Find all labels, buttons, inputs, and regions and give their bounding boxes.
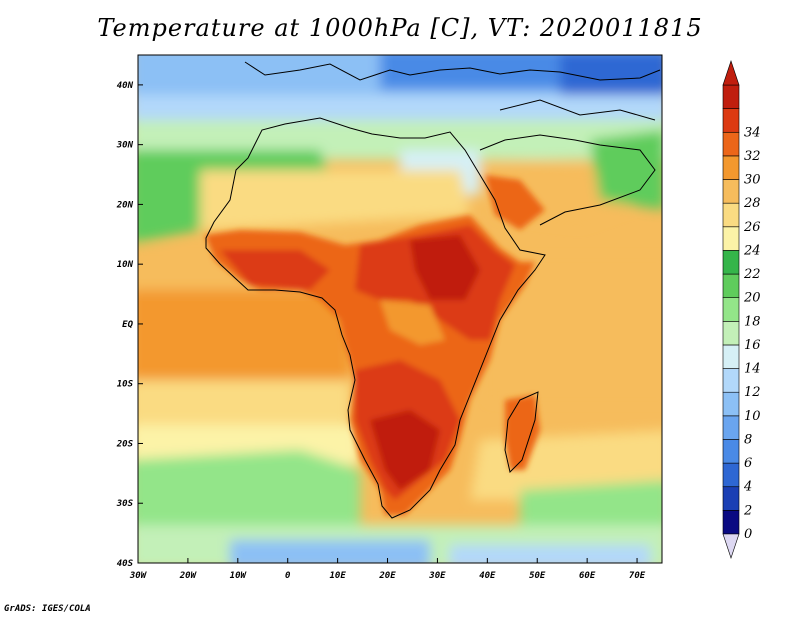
colorbar-segment — [722, 415, 740, 440]
plot-frame — [137, 54, 663, 564]
colorbar-over-arrow — [722, 60, 740, 86]
colorbar-label: 24 — [743, 243, 761, 258]
colorbar-label: 26 — [743, 220, 761, 235]
colorbar-label: 6 — [744, 456, 752, 471]
lat-tick-label: EQ — [122, 320, 133, 330]
colorbar-segment — [722, 486, 740, 511]
colorbar-label: 2 — [743, 503, 752, 518]
colorbar-label: 4 — [743, 480, 752, 495]
temperature-field — [138, 55, 662, 563]
colorbar-label: 8 — [744, 432, 752, 447]
colorbar-segment — [722, 273, 740, 298]
colorbar-label: 10 — [744, 409, 761, 424]
colorbar-segment — [722, 321, 740, 346]
colorbar-label: 12 — [744, 385, 761, 400]
lat-tick-label: 40S — [117, 559, 134, 569]
colorbar-label: 34 — [744, 125, 761, 140]
chart-title: Temperature at 1000hPa [C], VT: 20200118… — [97, 14, 703, 42]
lon-tick-label: 20E — [378, 571, 396, 581]
lon-tick-label: 60E — [579, 571, 596, 581]
colorbar-segment — [722, 391, 740, 417]
colorbar-segment — [722, 368, 740, 393]
colorbar-label: 20 — [743, 291, 761, 306]
colorbar-segment — [722, 108, 740, 133]
lat-tick-label: 30S — [116, 499, 134, 509]
colorbar-segment — [722, 202, 740, 228]
colorbar-segment — [722, 155, 740, 180]
lat-tick-label: 30N — [116, 141, 134, 151]
lat-tick-label: 40N — [117, 81, 134, 91]
lon-tick-label: 50E — [529, 571, 546, 581]
colorbar-segment — [722, 226, 740, 251]
colorbar-segment — [722, 439, 740, 464]
colorbar-label: 14 — [744, 362, 761, 377]
colorbar-label: 18 — [744, 314, 761, 329]
colorbar-segment — [722, 510, 740, 535]
lon-tick-label: 10E — [329, 571, 346, 581]
lat-tick-label: 10N — [117, 260, 134, 270]
colorbar-label: 16 — [744, 338, 761, 353]
colorbar-label: 32 — [744, 149, 761, 164]
colorbar-segment — [722, 462, 740, 488]
lon-tick-label: 10W — [230, 571, 248, 581]
colorbar-label: 28 — [743, 196, 761, 211]
colorbar-label: 30 — [744, 173, 761, 188]
colorbar-under-arrow — [722, 533, 740, 559]
lon-tick-label: 30E — [428, 571, 446, 581]
colorbar-segment — [722, 131, 740, 157]
colorbar-segment — [722, 250, 740, 275]
colorbar-segment — [722, 344, 740, 369]
lon-tick-label: 30W — [129, 571, 148, 581]
lon-tick-label: 0 — [285, 571, 291, 581]
coastlines — [205, 61, 661, 519]
colorbar-segment — [722, 179, 740, 204]
lat-tick-label: 10S — [117, 380, 134, 390]
lon-tick-label: 20W — [179, 571, 198, 581]
lon-tick-label: 70E — [629, 571, 646, 581]
lon-tick-label: 40E — [479, 571, 496, 581]
colorbar-label: 0 — [744, 527, 752, 542]
colorbar-segment — [722, 297, 740, 322]
colorbar-segment — [722, 84, 740, 109]
lat-tick-label: 20N — [116, 200, 134, 210]
lat-tick-label: 20S — [116, 439, 134, 449]
credit-text: GrADS: IGES/COLA — [4, 604, 91, 614]
colorbar-label: 22 — [743, 267, 761, 282]
